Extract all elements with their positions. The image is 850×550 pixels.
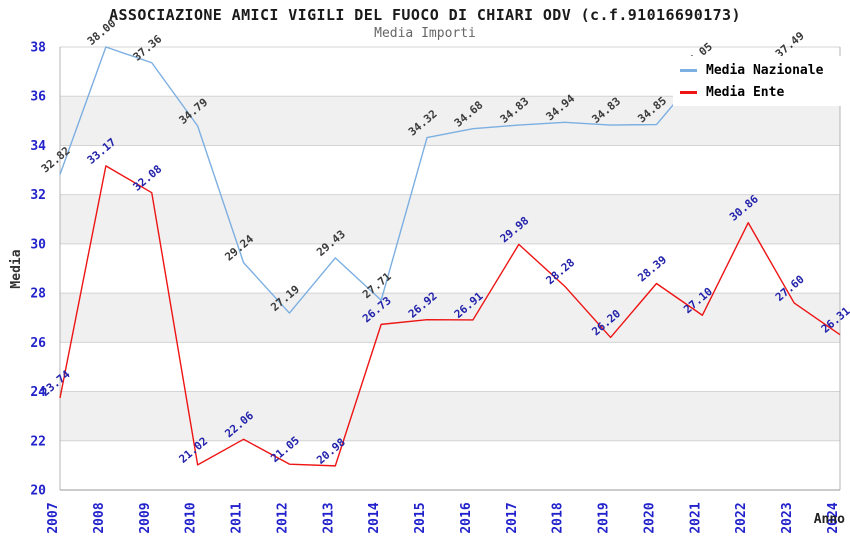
x-tick-label: 2023: [780, 502, 795, 533]
y-tick-label: 20: [30, 484, 46, 499]
data-label: 28.39: [635, 253, 669, 284]
y-tick-label: 28: [30, 287, 46, 302]
y-tick-label: 26: [30, 336, 46, 351]
legend-marker-ente-icon: [680, 90, 697, 94]
x-tick-label: 2020: [642, 502, 657, 533]
x-tick-label: 2011: [230, 502, 245, 533]
legend-label-media-nazionale: Media Nazionale: [706, 62, 824, 78]
x-tick-label: 2014: [367, 502, 382, 533]
x-tick-label: 2010: [184, 502, 199, 533]
chart-subtitle: Media Importi: [374, 26, 476, 41]
y-axis-title: Media: [9, 249, 24, 289]
x-tick-label: 2007: [46, 502, 61, 533]
y-tick-label: 24: [30, 385, 46, 400]
x-tick-label: 2018: [551, 502, 566, 533]
x-tick-label: 2019: [597, 502, 612, 533]
legend-item-media-ente: Media Ente: [680, 85, 841, 100]
y-tick-label: 36: [30, 90, 46, 105]
x-tick-label: 2009: [138, 502, 153, 533]
series-line-media-ente: [59, 165, 841, 467]
x-tick-label: 2022: [734, 502, 749, 533]
data-label: 38.00: [85, 17, 119, 48]
legend-label-media-ente: Media Ente: [706, 84, 785, 100]
y-tick-label: 38: [30, 41, 46, 56]
y-tick-label: 34: [30, 139, 46, 154]
y-tick-label: 22: [30, 434, 46, 449]
x-tick-label: 2016: [459, 502, 474, 533]
x-tick-label: 2017: [505, 502, 520, 533]
x-tick-label: 2013: [321, 502, 336, 533]
legend-item-media-nazionale: Media Nazionale: [680, 63, 841, 78]
data-label: 32.08: [131, 162, 165, 193]
x-tick-label: 2015: [413, 502, 428, 533]
x-tick-label: 2012: [275, 502, 290, 533]
x-tick-label: 2021: [688, 502, 703, 533]
y-tick-label: 30: [30, 237, 46, 252]
x-tick-label: 2024: [826, 502, 841, 533]
plot-band: [60, 391, 840, 441]
legend-marker-nazionale-icon: [680, 68, 697, 72]
x-tick-label: 2008: [92, 502, 107, 533]
legend: Media Nazionale Media Ente: [673, 56, 841, 106]
chart-title: ASSOCIAZIONE AMICI VIGILI DEL FUOCO DI C…: [109, 6, 741, 24]
plot-band: [60, 293, 840, 343]
x-axis-title: Anno: [813, 512, 845, 527]
y-tick-label: 32: [30, 188, 46, 203]
data-label: 37.36: [131, 32, 165, 63]
plot-band: [60, 194, 840, 244]
